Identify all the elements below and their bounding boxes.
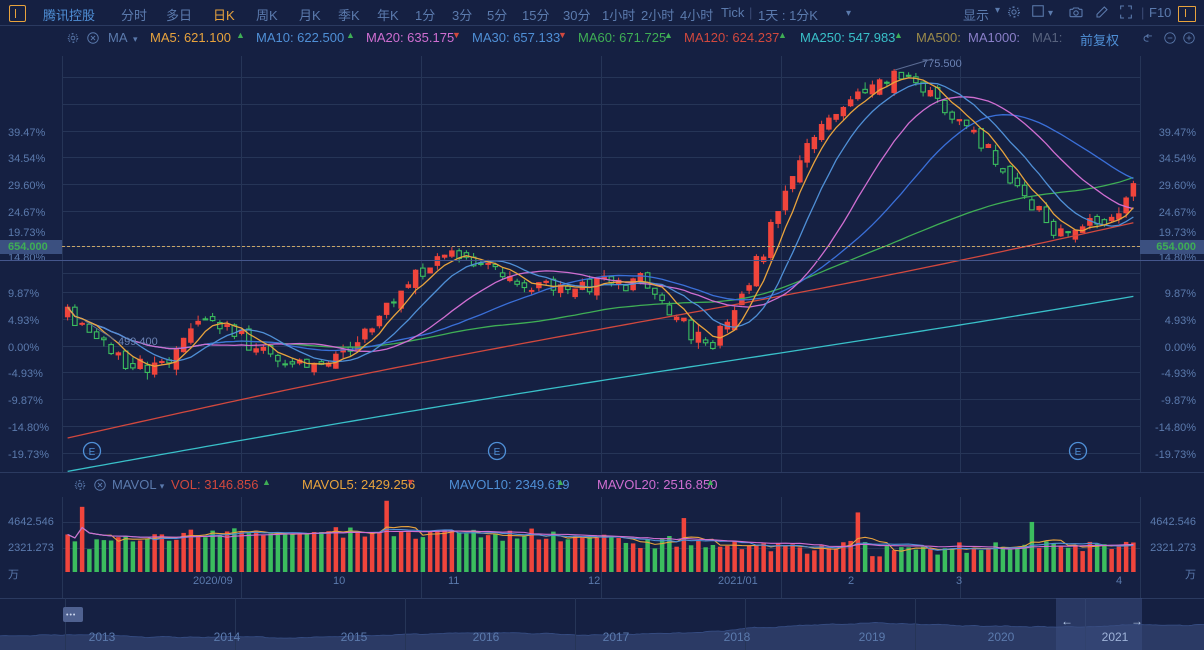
svg-text:E: E	[1075, 447, 1082, 458]
svg-text:E: E	[494, 447, 501, 458]
svg-text:E: E	[89, 447, 96, 458]
